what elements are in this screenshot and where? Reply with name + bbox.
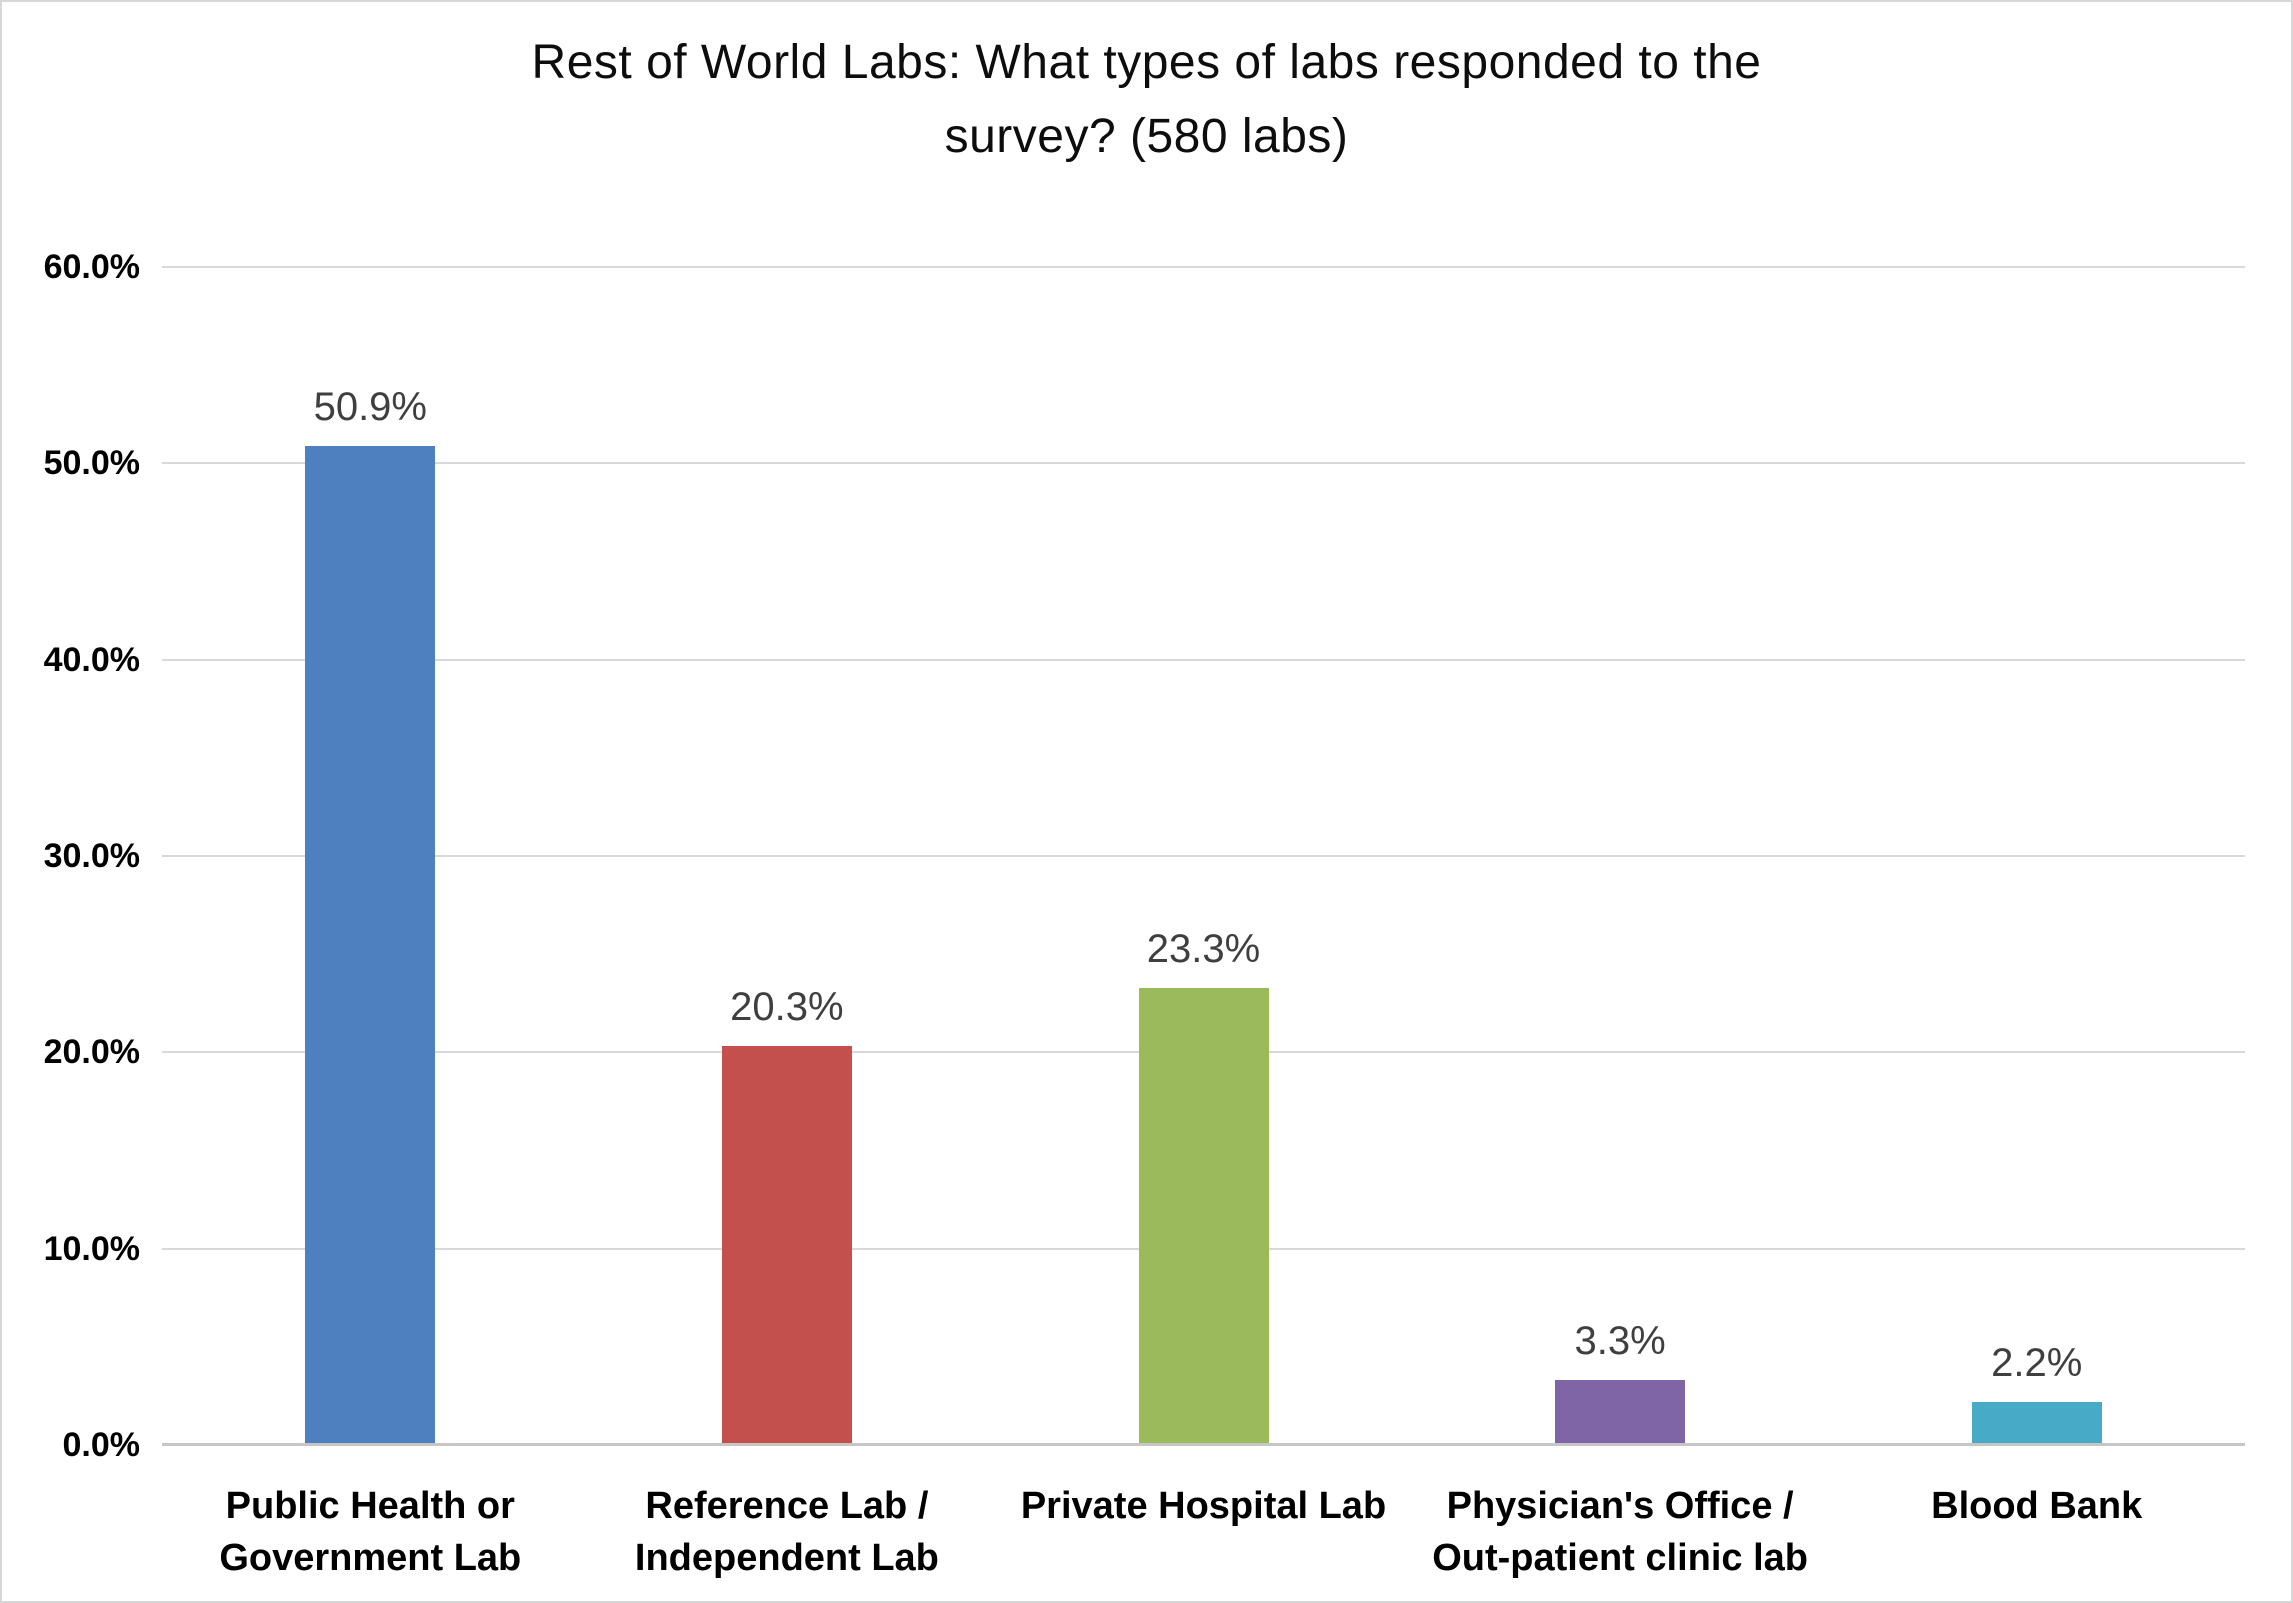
chart-title: Rest of World Labs: What types of labs r…: [2, 26, 2291, 174]
x-axis-category-label-3: Private Hospital Lab: [1020, 1485, 1387, 1527]
bar-data-label-3: 23.3%: [1146, 926, 1261, 971]
x-axis-category-label-4: Physician's Office / Out-patient clinic …: [1432, 1485, 1808, 1579]
bar-data-label-1: 50.9%: [313, 384, 427, 429]
bar-2: [721, 1046, 852, 1445]
y-gridline: [162, 855, 2245, 857]
bar-data-label-5: 2.2%: [1991, 1340, 2083, 1385]
y-axis-tick-label: 50.0%: [43, 444, 140, 483]
y-axis-tick-label: 0.0%: [62, 1426, 141, 1464]
x-axis-category-label-1: Public Health or Government Lab: [219, 1485, 522, 1579]
chart-title-line-1: Rest of World Labs: What types of labs r…: [531, 36, 1762, 89]
bar-4: [1555, 1380, 1686, 1445]
y-axis-tick-label: 10.0%: [43, 1229, 140, 1268]
y-axis-tick-label: 30.0%: [43, 837, 140, 875]
y-axis-tick-label: 60.0%: [43, 248, 140, 286]
y-axis-tick-label: 20.0%: [43, 1033, 140, 1072]
y-axis-tick-label: 40.0%: [43, 640, 140, 679]
y-gridline: [162, 266, 2245, 268]
bar-5: [1971, 1401, 2102, 1445]
bar-data-label-2: 20.3%: [730, 985, 844, 1030]
bar-3: [1138, 987, 1269, 1445]
y-gridline: [162, 658, 2245, 661]
y-gridline: [162, 462, 2245, 465]
chart-title-line-2: survey? (580 labs): [944, 110, 1349, 163]
x-axis-category-label-2: Reference Lab / Independent Lab: [634, 1485, 939, 1579]
bar-1: [305, 445, 436, 1445]
x-axis-category-label-5: Blood Bank: [1931, 1485, 2143, 1527]
bar-data-label-4: 3.3%: [1574, 1319, 1666, 1364]
x-axis-line: [162, 1443, 2245, 1446]
plot-area: 50.9% 20.3% 23.3% 3.3% 2.2%: [162, 266, 2245, 1446]
